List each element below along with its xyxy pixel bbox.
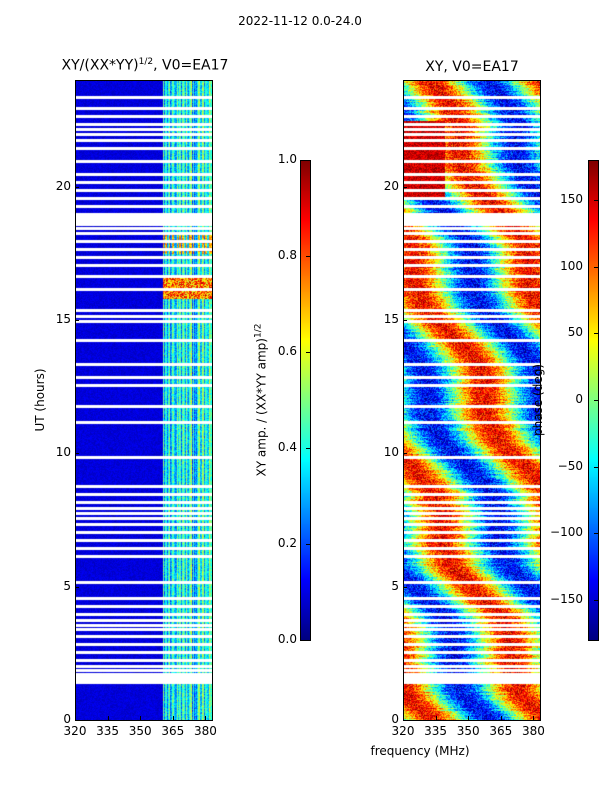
right-xtick-mark [468,716,470,720]
left-ytick-label: 20 [55,178,71,193]
left-xtick-mark [107,716,109,720]
left-ytick-mark [75,586,79,588]
right-ytick-label: 10 [383,445,399,460]
left-xtick-mark [205,716,207,720]
right-colorbar [588,160,598,640]
left-colorbar [300,160,310,640]
left-colorbar-tick-mark [306,256,310,257]
right-colorbar-tick-mark [594,200,598,201]
right-colorbar-tick-mark [594,266,598,268]
right-colorbar-tick-label: 150 [560,192,583,206]
left-ytick-mark [75,720,79,721]
left-colorbar-tick-mark [306,352,310,353]
right-ytick-label: 20 [383,178,399,193]
left-ytick-mark [75,453,79,455]
left-plot-title-sup: 1/2 [138,57,154,67]
right-ytick-mark [403,186,407,188]
right-xtick-mark [435,716,437,720]
right-xtick-label: 350 [456,724,480,738]
left-plot-title: XY/(XX*YY)1/2, V0=EA17 [30,57,260,74]
right-ytick-mark [403,320,407,321]
left-xtick-label: 350 [128,724,152,738]
right-xtick-mark [403,716,404,720]
left-colorbar-label-main: XY amp. / (XX*YY amp) [254,338,269,477]
left-ytick-label: 10 [55,445,71,460]
right-xtick-label: 320 [391,724,415,738]
left-xtick-mark [140,716,142,720]
left-heatmap [75,80,212,720]
left-xtick-mark [75,716,76,720]
left-colorbar-tick-mark [306,448,310,449]
right-xtick-mark [533,716,535,720]
right-colorbar-tick-mark [594,533,598,535]
right-colorbar-tick-label: −150 [550,592,583,606]
left-ytick-mark [75,320,79,321]
left-ytick-mark [75,186,79,188]
right-xtick-label: 365 [489,724,513,738]
left-ylabel: UT (hours) [33,368,47,432]
left-ytick-label: 5 [63,578,71,593]
right-xtick-label: 380 [522,724,545,738]
left-colorbar-tick-label: 1.0 [277,152,297,166]
right-ytick-mark [403,586,407,588]
left-colorbar-label: XY amp. / (XX*YY amp)1/2 [254,324,269,477]
left-xtick-label: 320 [63,724,87,738]
right-heatmap [403,80,540,720]
right-plot-title: XY, V0=EA17 [425,59,519,75]
figure-suptitle: 2022-11-12 0.0-24.0 [238,14,362,28]
right-colorbar-tick-label: −50 [557,458,583,473]
left-colorbar-tick-label: 0.6 [277,344,297,358]
right-xtick-mark [500,716,502,720]
left-colorbar-tick-label: 0.2 [277,536,297,550]
left-ytick-label: 0 [63,712,71,726]
right-colorbar-label: phase (deg) [531,363,545,437]
right-xlabel: frequency (MHz) [370,744,470,758]
right-plot-frame [403,80,541,721]
right-ytick-label: 5 [391,578,399,593]
left-colorbar-tick-label: 0.8 [277,248,297,262]
left-ytick-label: 15 [55,312,71,326]
left-colorbar-tick-mark [306,544,310,545]
left-xtick-mark [172,716,174,720]
right-colorbar-tick-mark [594,466,598,468]
right-colorbar-tick-label: 50 [567,325,583,340]
right-ytick-label: 15 [383,312,399,326]
right-ytick-mark [403,453,407,455]
left-xtick-label: 365 [161,724,185,738]
right-colorbar-frame [588,160,599,641]
left-colorbar-tick-mark [306,160,310,161]
right-colorbar-tick-label: 0 [575,392,583,406]
left-colorbar-tick-mark [306,640,310,641]
left-colorbar-label-sup: 1/2 [253,323,264,339]
right-colorbar-tick-mark [594,333,598,335]
left-xtick-label: 335 [96,724,120,738]
left-colorbar-tick-label: 0.4 [277,440,297,454]
right-colorbar-tick-mark [594,600,598,601]
right-colorbar-tick-label: 100 [560,258,583,273]
left-xtick-label: 380 [194,724,217,738]
right-xtick-label: 335 [424,724,448,738]
right-colorbar-tick-label: −100 [550,525,583,540]
left-plot-frame [75,80,213,721]
right-ytick-mark [403,720,407,721]
left-colorbar-tick-label: 0.0 [277,632,297,646]
left-plot-title-suffix: , V0=EA17 [153,57,229,74]
right-ytick-label: 0 [391,712,399,726]
right-colorbar-tick-mark [594,400,598,401]
left-plot-title-main: XY/(XX*YY) [61,57,139,74]
left-colorbar-frame [300,160,311,641]
